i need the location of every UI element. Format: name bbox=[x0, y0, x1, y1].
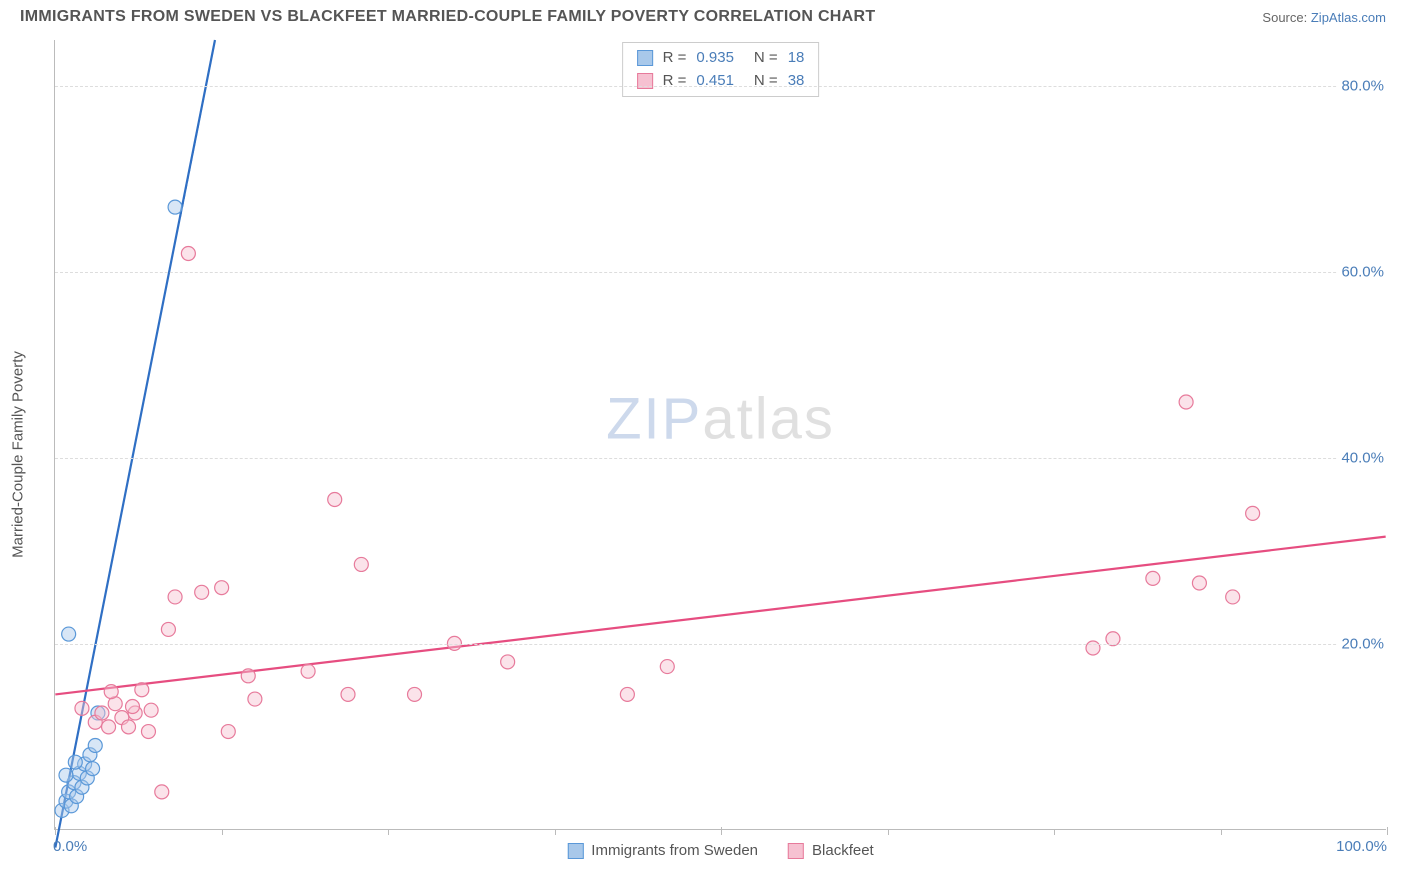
x-tick-label: 0.0% bbox=[53, 838, 87, 855]
legend-swatch bbox=[637, 50, 653, 66]
data-point bbox=[135, 683, 149, 697]
chart-plot-area: ZIPatlas R =0.935N =18R =0.451N =38 Immi… bbox=[54, 40, 1386, 830]
legend-n-value: 18 bbox=[788, 47, 805, 70]
data-point bbox=[86, 762, 100, 776]
data-point bbox=[1146, 571, 1160, 585]
data-point bbox=[62, 627, 76, 641]
legend-swatch bbox=[788, 843, 804, 859]
data-point bbox=[241, 669, 255, 683]
data-point bbox=[408, 687, 422, 701]
series-legend-item: Immigrants from Sweden bbox=[567, 842, 758, 859]
data-point bbox=[1179, 395, 1193, 409]
chart-title: IMMIGRANTS FROM SWEDEN VS BLACKFEET MARR… bbox=[20, 8, 875, 26]
data-point bbox=[1246, 506, 1260, 520]
gridline bbox=[55, 644, 1386, 645]
legend-r-value: 0.451 bbox=[696, 70, 734, 93]
data-point bbox=[155, 785, 169, 799]
data-point bbox=[501, 655, 515, 669]
x-tick-label: 100.0% bbox=[1336, 838, 1387, 855]
gridline bbox=[55, 86, 1386, 87]
x-tick bbox=[1387, 827, 1388, 835]
correlation-legend: R = 0.935 N = 18 R = 0.451 N = 38 bbox=[622, 42, 820, 97]
series-name: Blackfeet bbox=[812, 842, 874, 859]
source-credit: Source: ZipAtlas.com bbox=[1262, 10, 1386, 25]
data-point bbox=[59, 768, 73, 782]
data-point bbox=[104, 685, 118, 699]
data-point bbox=[215, 581, 229, 595]
x-tick bbox=[55, 827, 56, 835]
legend-n-label: N = bbox=[754, 70, 778, 93]
legend-r-value: 0.935 bbox=[696, 47, 734, 70]
data-point bbox=[88, 738, 102, 752]
data-point bbox=[68, 755, 82, 769]
data-point bbox=[141, 725, 155, 739]
x-tick bbox=[1054, 830, 1055, 835]
data-point bbox=[328, 492, 342, 506]
y-tick-label: 80.0% bbox=[1337, 78, 1388, 95]
data-point bbox=[168, 590, 182, 604]
scatter-svg bbox=[55, 40, 1386, 829]
data-point bbox=[161, 622, 175, 636]
legend-row: R = 0.451 N = 38 bbox=[637, 70, 805, 93]
x-tick bbox=[888, 830, 889, 835]
y-axis-label: Married-Couple Family Poverty bbox=[10, 351, 27, 558]
y-tick-label: 60.0% bbox=[1337, 264, 1388, 281]
legend-n-value: 38 bbox=[788, 70, 805, 93]
data-point bbox=[195, 585, 209, 599]
series-legend: Immigrants from Sweden Blackfeet bbox=[567, 842, 873, 859]
data-point bbox=[126, 699, 140, 713]
data-point bbox=[181, 247, 195, 261]
data-point bbox=[144, 703, 158, 717]
legend-r-label: R = bbox=[663, 47, 687, 70]
gridline bbox=[55, 458, 1386, 459]
x-tick bbox=[721, 827, 722, 835]
data-point bbox=[620, 687, 634, 701]
data-point bbox=[248, 692, 262, 706]
data-point bbox=[354, 557, 368, 571]
y-tick-label: 40.0% bbox=[1337, 450, 1388, 467]
x-tick bbox=[222, 830, 223, 835]
data-point bbox=[1086, 641, 1100, 655]
gridline bbox=[55, 272, 1386, 273]
legend-swatch bbox=[567, 843, 583, 859]
legend-n-label: N = bbox=[754, 47, 778, 70]
legend-row: R = 0.935 N = 18 bbox=[637, 47, 805, 70]
y-tick-label: 20.0% bbox=[1337, 636, 1388, 653]
source-label: Source: bbox=[1262, 10, 1307, 25]
data-point bbox=[168, 200, 182, 214]
data-point bbox=[102, 720, 116, 734]
data-point bbox=[221, 725, 235, 739]
chart-header: IMMIGRANTS FROM SWEDEN VS BLACKFEET MARR… bbox=[0, 0, 1406, 30]
trend-line bbox=[55, 537, 1385, 695]
data-point bbox=[75, 701, 89, 715]
data-point bbox=[1192, 576, 1206, 590]
x-tick bbox=[555, 830, 556, 835]
source-link[interactable]: ZipAtlas.com bbox=[1311, 10, 1386, 25]
data-point bbox=[660, 660, 674, 674]
series-legend-item: Blackfeet bbox=[788, 842, 874, 859]
x-tick bbox=[1221, 830, 1222, 835]
series-name: Immigrants from Sweden bbox=[591, 842, 758, 859]
data-point bbox=[95, 706, 109, 720]
x-tick bbox=[388, 830, 389, 835]
legend-r-label: R = bbox=[663, 70, 687, 93]
data-point bbox=[301, 664, 315, 678]
data-point bbox=[122, 720, 136, 734]
data-point bbox=[1226, 590, 1240, 604]
data-point bbox=[341, 687, 355, 701]
